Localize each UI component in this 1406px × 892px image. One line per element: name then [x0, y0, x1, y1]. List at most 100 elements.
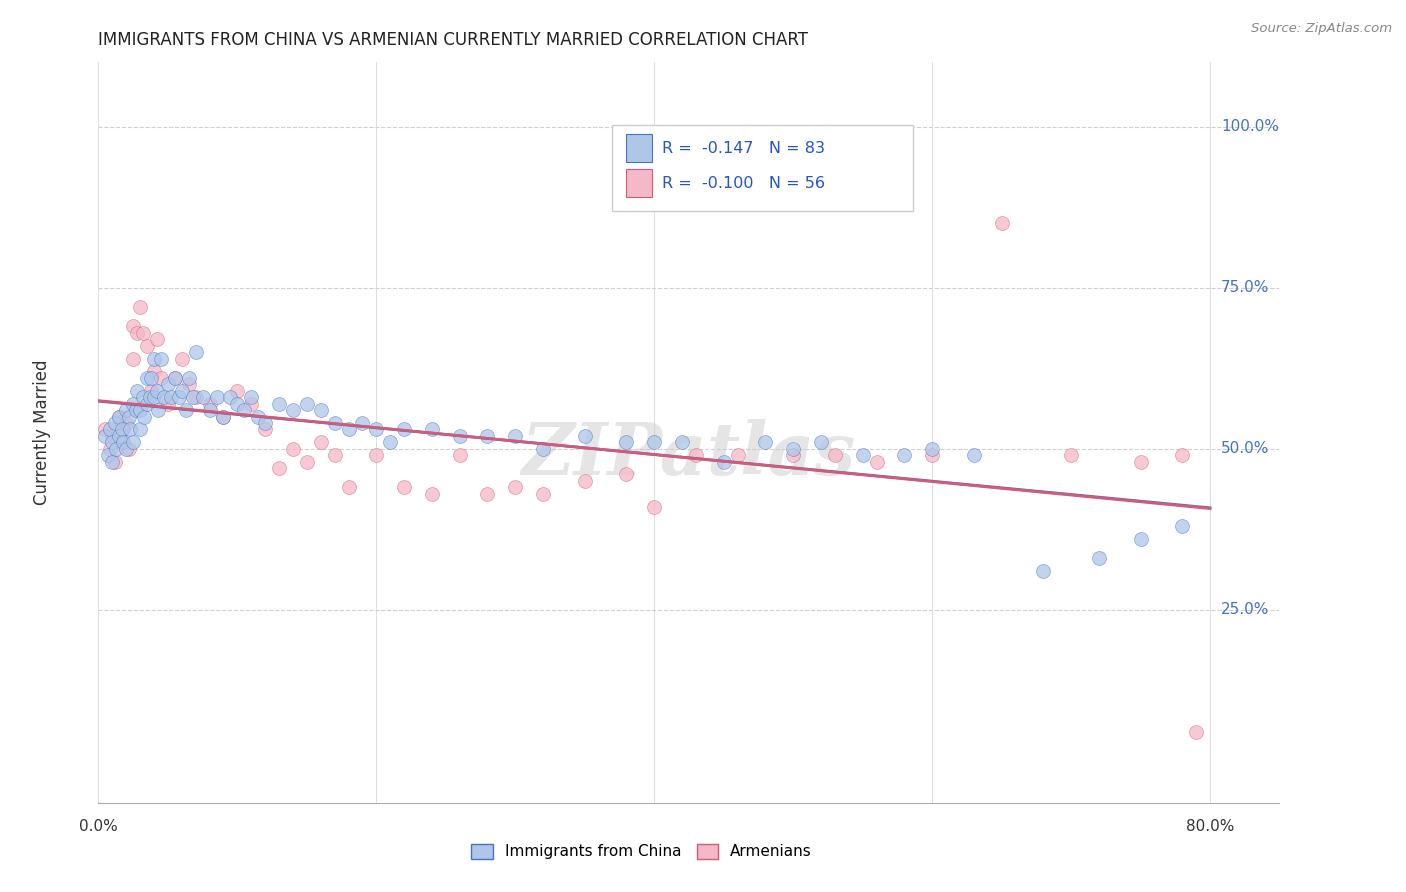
Point: [170, 384, 193, 398]
Point: [212, 409, 235, 424]
Point: [134, 409, 156, 424]
Point: [503, 429, 526, 443]
Text: Currently Married: Currently Married: [32, 359, 51, 506]
Point: [205, 390, 228, 404]
Point: [754, 435, 776, 450]
Point: [115, 416, 138, 430]
Point: [122, 397, 145, 411]
Point: [152, 390, 174, 404]
Point: [129, 403, 152, 417]
FancyBboxPatch shape: [612, 126, 914, 211]
Point: [392, 480, 415, 494]
Point: [477, 429, 499, 443]
Point: [337, 480, 360, 494]
Point: [146, 332, 169, 346]
Point: [254, 422, 277, 436]
Point: [477, 487, 499, 501]
Point: [531, 442, 554, 456]
Point: [921, 442, 943, 456]
Point: [141, 371, 163, 385]
Point: [136, 397, 159, 411]
Point: [101, 429, 124, 443]
FancyBboxPatch shape: [626, 135, 652, 162]
Point: [174, 403, 197, 417]
Point: [727, 448, 749, 462]
Point: [1060, 448, 1083, 462]
Point: [191, 390, 214, 404]
Point: [643, 435, 665, 450]
Point: [574, 429, 596, 443]
Point: [184, 345, 207, 359]
Point: [219, 390, 242, 404]
FancyBboxPatch shape: [626, 169, 652, 197]
Point: [120, 422, 142, 436]
Point: [177, 371, 200, 385]
Point: [97, 448, 120, 462]
Point: [111, 422, 134, 436]
Point: [143, 390, 166, 404]
Point: [366, 448, 388, 462]
Point: [163, 371, 186, 385]
Point: [671, 435, 693, 450]
Point: [111, 435, 134, 450]
Point: [366, 422, 388, 436]
Point: [503, 480, 526, 494]
Point: [122, 435, 145, 450]
Text: 50.0%: 50.0%: [1220, 442, 1270, 456]
Point: [141, 384, 163, 398]
Point: [136, 371, 159, 385]
Point: [163, 371, 186, 385]
Text: 0.0%: 0.0%: [79, 819, 118, 834]
Point: [115, 403, 138, 417]
Point: [149, 371, 172, 385]
Text: IMMIGRANTS FROM CHINA VS ARMENIAN CURRENTLY MARRIED CORRELATION CHART: IMMIGRANTS FROM CHINA VS ARMENIAN CURREN…: [98, 31, 808, 49]
Point: [181, 390, 204, 404]
Legend: Immigrants from China, Armenians: Immigrants from China, Armenians: [465, 838, 818, 865]
Point: [295, 397, 318, 411]
Point: [267, 461, 290, 475]
Point: [118, 442, 141, 456]
Point: [129, 300, 152, 314]
Text: R =  -0.147   N = 83: R = -0.147 N = 83: [662, 141, 825, 156]
Point: [852, 448, 875, 462]
Point: [309, 435, 332, 450]
Point: [104, 416, 127, 430]
Point: [143, 364, 166, 378]
Point: [115, 442, 138, 456]
Point: [1129, 532, 1152, 546]
Point: [782, 442, 804, 456]
Point: [156, 377, 179, 392]
Point: [449, 429, 471, 443]
Point: [824, 448, 846, 462]
Point: [380, 435, 402, 450]
Point: [616, 435, 638, 450]
Point: [574, 474, 596, 488]
Point: [156, 397, 179, 411]
Point: [132, 326, 155, 340]
Point: [921, 448, 943, 462]
Point: [323, 448, 346, 462]
Point: [212, 409, 235, 424]
Point: [184, 390, 207, 404]
Point: [240, 390, 263, 404]
Point: [118, 409, 141, 424]
Point: [177, 377, 200, 392]
Point: [112, 435, 135, 450]
Point: [129, 422, 152, 436]
Point: [713, 454, 735, 468]
Point: [281, 403, 304, 417]
Point: [112, 422, 135, 436]
Point: [125, 403, 148, 417]
Point: [226, 384, 249, 398]
Point: [108, 409, 131, 424]
Point: [1129, 454, 1152, 468]
Point: [247, 409, 270, 424]
Point: [94, 422, 117, 436]
Point: [159, 390, 181, 404]
Point: [990, 216, 1012, 230]
Point: [136, 339, 159, 353]
Text: 25.0%: 25.0%: [1220, 602, 1270, 617]
Point: [323, 416, 346, 430]
Point: [392, 422, 415, 436]
Point: [101, 435, 124, 450]
